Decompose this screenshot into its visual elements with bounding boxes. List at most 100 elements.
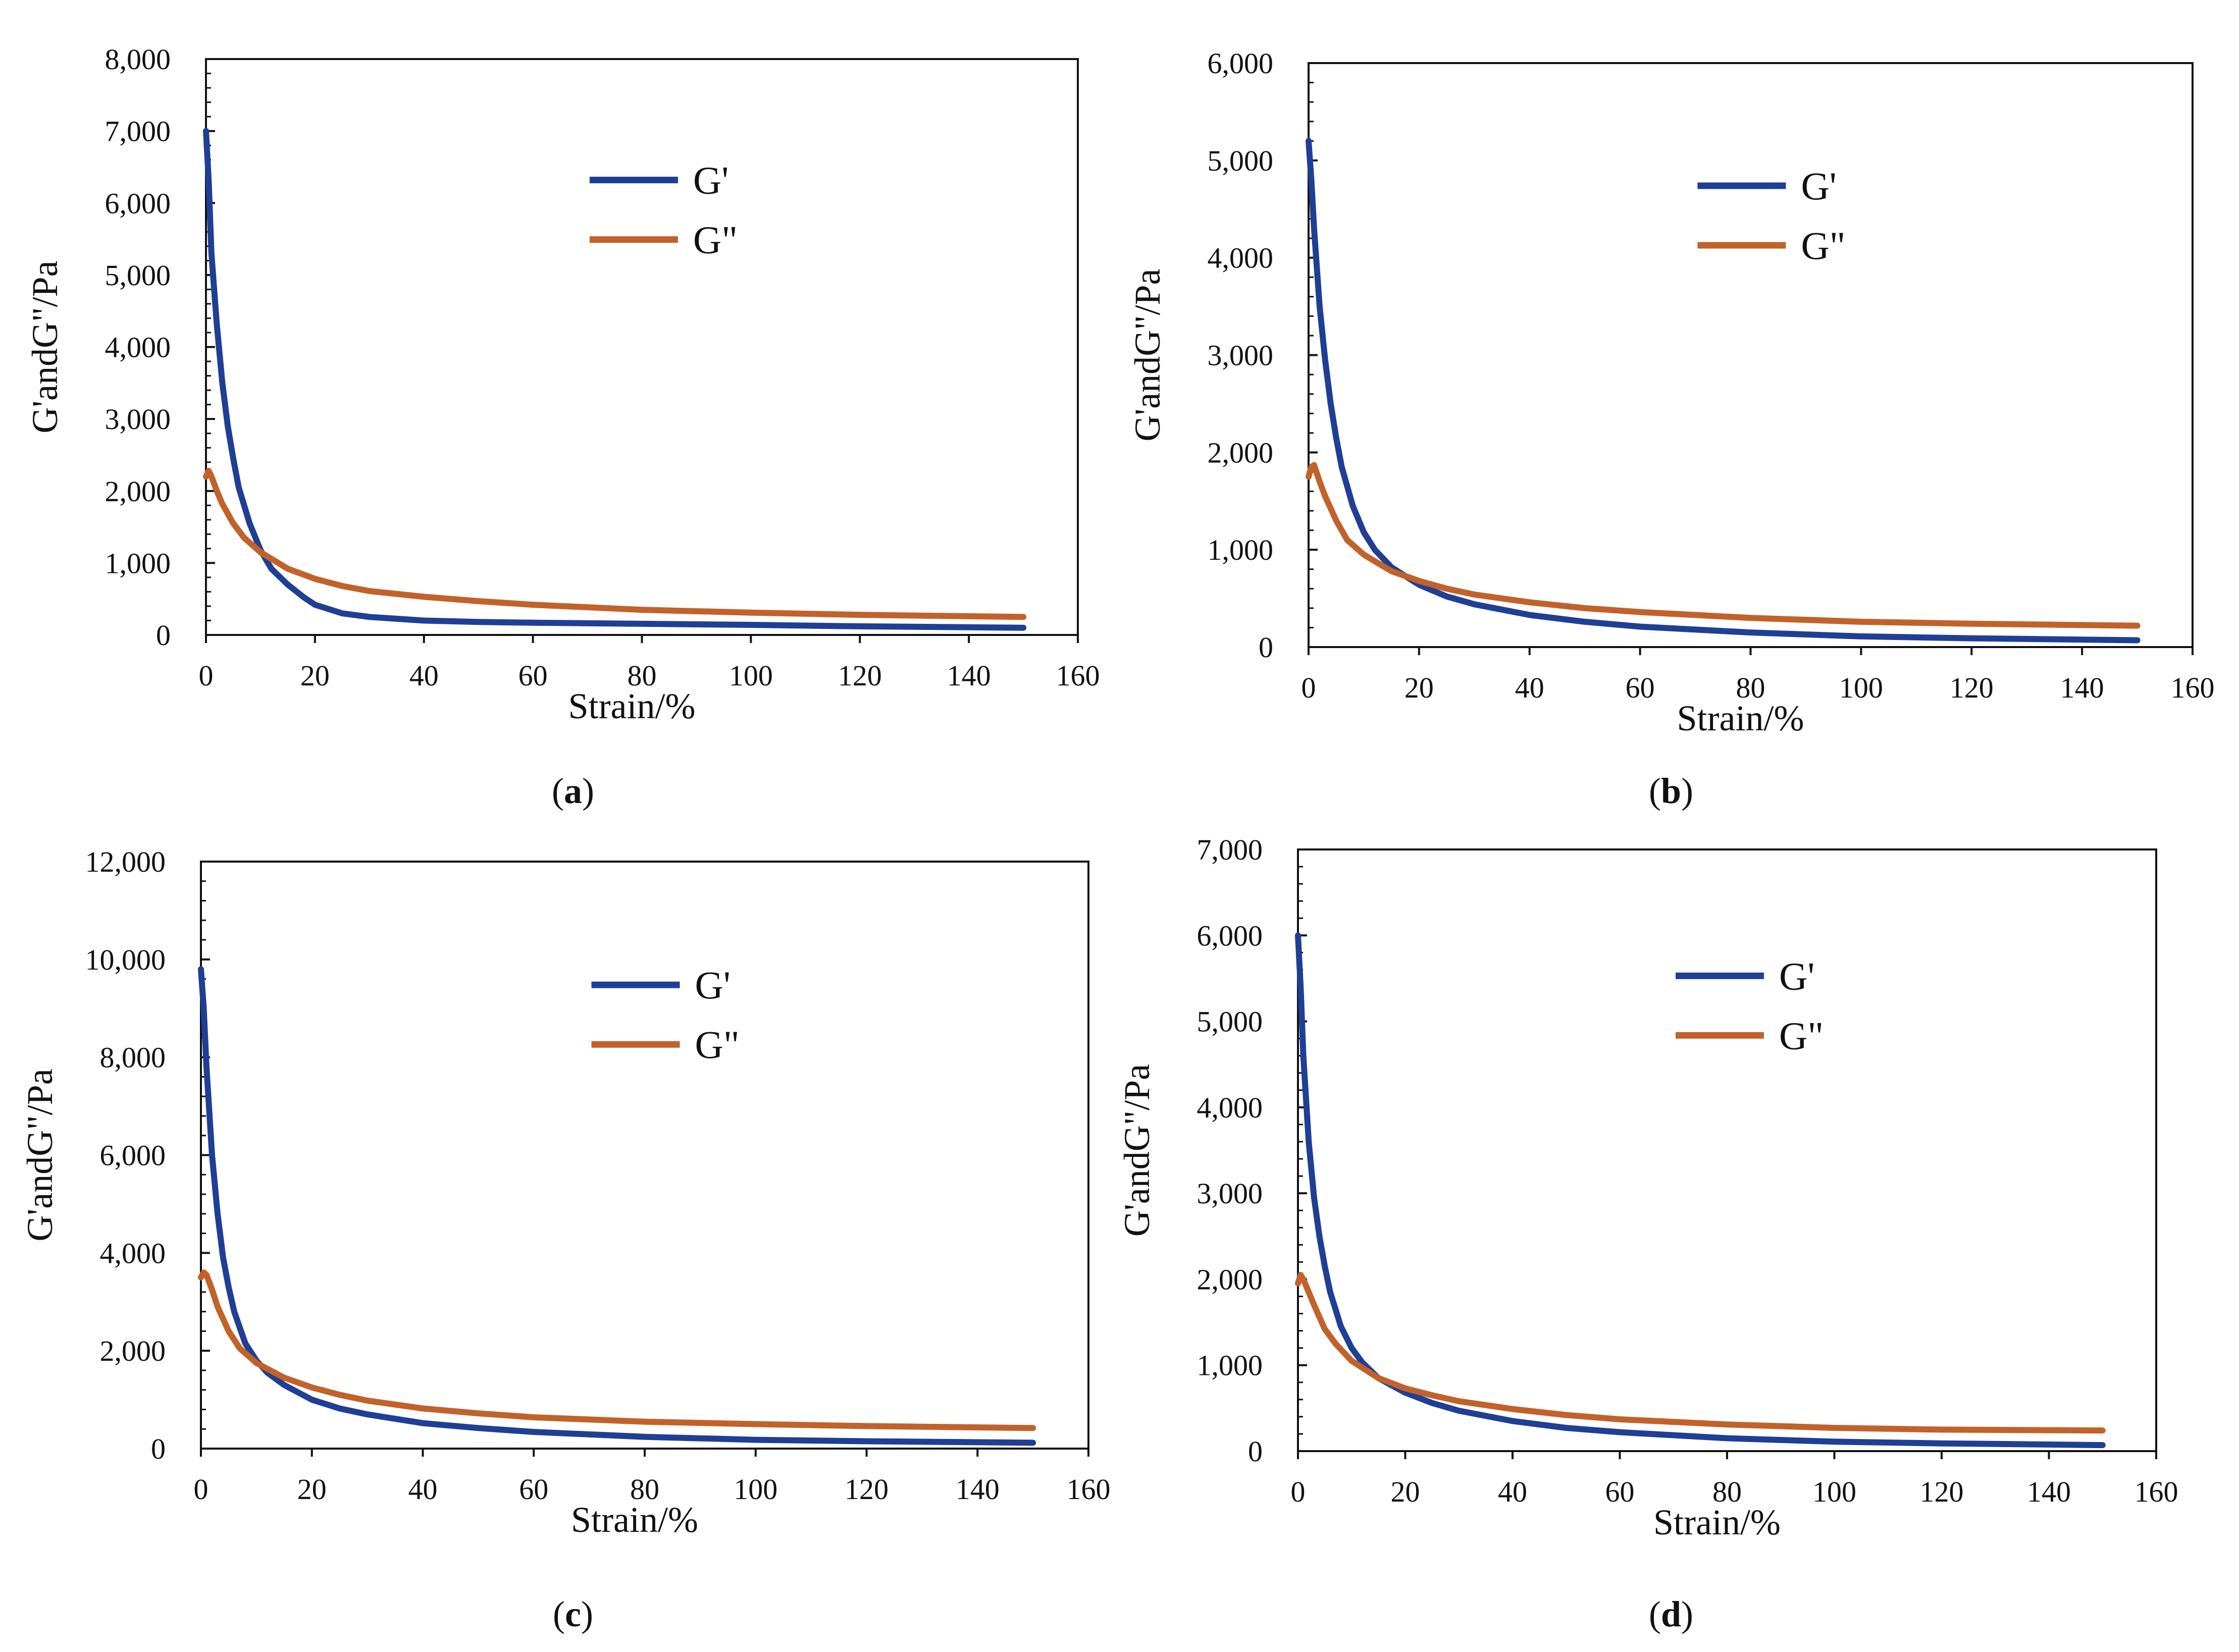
caption-letter: d bbox=[1661, 1594, 1681, 1634]
y-axis-title: G'andG"/Pa bbox=[1117, 1064, 1157, 1237]
x-tick-label: 0 bbox=[194, 1473, 209, 1506]
x-tick-label: 40 bbox=[408, 1473, 438, 1506]
x-tick-label: 160 bbox=[2134, 1475, 2178, 1508]
y-tick-label: 7,000 bbox=[105, 115, 171, 148]
chart-panel-c: 0 2,000 4,000 6,000 8,000 10,000 12,000 0 20 40 60… bbox=[20, 845, 1111, 1634]
x-axis-title: Strain/% bbox=[1653, 1502, 1781, 1542]
x-axis-title: Strain/% bbox=[1677, 698, 1804, 738]
y-tick-label: 7,000 bbox=[1197, 833, 1263, 866]
y-tick-label: 6,000 bbox=[100, 1139, 166, 1172]
y-tick-label: 12,000 bbox=[85, 845, 166, 878]
x-tick-label: 140 bbox=[2027, 1475, 2071, 1508]
y-tick-label: 6,000 bbox=[105, 187, 171, 220]
chart-panel-a: 0 1,000 2,000 3,000 4,000 5,000 6,000 7,000 8,00… bbox=[25, 43, 1100, 811]
panel-caption: (d) bbox=[1649, 1594, 1693, 1634]
x-tick-label: 100 bbox=[729, 659, 773, 692]
x-tick-label: 40 bbox=[1515, 671, 1544, 704]
panel-caption: (c) bbox=[553, 1594, 593, 1634]
y-tick-label: 5,000 bbox=[1197, 1005, 1263, 1038]
series-line-g-double-prime bbox=[1306, 462, 2141, 629]
y-tick-label: 4,000 bbox=[1197, 1091, 1263, 1124]
caption-paren-close: ) bbox=[1681, 771, 1693, 811]
caption-paren-open: ( bbox=[1649, 771, 1661, 811]
series-line-g-prime bbox=[203, 128, 1027, 631]
x-tick-label: 20 bbox=[300, 659, 330, 692]
legend-label-g-prime: G' bbox=[693, 158, 728, 202]
x-tick-label: 0 bbox=[1301, 671, 1316, 704]
y-tick-label: 8,000 bbox=[105, 43, 171, 76]
x-tick-label: 40 bbox=[409, 659, 439, 692]
y-axis-title: G'andG"/Pa bbox=[1127, 269, 1168, 441]
x-tick-label: 0 bbox=[199, 659, 214, 692]
x-tick-label: 60 bbox=[519, 1473, 548, 1506]
caption-paren-open: ( bbox=[552, 771, 564, 811]
y-tick-label: 3,000 bbox=[1208, 339, 1274, 372]
y-tick-label: 0 bbox=[1248, 1435, 1263, 1468]
chart-panel-b: 0 1,000 2,000 3,000 4,000 5,000 6,000 0 20 40 60 80… bbox=[1127, 47, 2215, 811]
panel-caption: (b) bbox=[1649, 771, 1693, 811]
x-axis-title: Strain/% bbox=[571, 1500, 698, 1540]
x-tick-label: 20 bbox=[297, 1473, 327, 1506]
legend-label-g-prime: G' bbox=[695, 963, 731, 1007]
caption-letter: c bbox=[565, 1594, 581, 1634]
x-tick-label: 100 bbox=[1839, 671, 1883, 704]
y-tick-label: 0 bbox=[1259, 631, 1273, 664]
x-tick-label: 40 bbox=[1498, 1475, 1527, 1508]
chart-panel-d: 0 1,000 2,000 3,000 4,000 5,000 6,000 7,000 0 20 4… bbox=[1117, 833, 2178, 1634]
x-tick-label: 160 bbox=[1056, 659, 1100, 692]
series-line-g-double-prime bbox=[1295, 1271, 2106, 1434]
x-tick-label: 120 bbox=[1950, 671, 1994, 704]
series-line-g-prime bbox=[1306, 138, 2141, 644]
y-tick-label: 10,000 bbox=[85, 943, 166, 976]
x-tick-label: 60 bbox=[1626, 671, 1655, 704]
y-tick-label: 2,000 bbox=[105, 475, 171, 508]
y-tick-label: 5,000 bbox=[105, 259, 171, 292]
x-tick-label: 80 bbox=[1712, 1475, 1742, 1508]
y-tick-label: 6,000 bbox=[1208, 47, 1274, 80]
y-tick-label: 8,000 bbox=[100, 1041, 166, 1074]
x-tick-label: 100 bbox=[734, 1473, 777, 1506]
legend-label-g-double-prime: G" bbox=[1801, 224, 1845, 268]
y-tick-label: 6,000 bbox=[1197, 919, 1263, 952]
x-tick-label: 160 bbox=[1067, 1473, 1111, 1506]
x-tick-label: 160 bbox=[2171, 671, 2215, 704]
legend-label-g-double-prime: G" bbox=[1779, 1014, 1824, 1057]
x-tick-label: 140 bbox=[2060, 671, 2104, 704]
legend-label-g-prime: G' bbox=[1801, 164, 1836, 208]
legend-label-g-prime: G' bbox=[1779, 954, 1814, 998]
x-tick-label: 140 bbox=[947, 659, 991, 692]
y-tick-label: 3,000 bbox=[1197, 1177, 1263, 1210]
x-tick-label: 120 bbox=[1920, 1475, 1964, 1508]
x-tick-label: 120 bbox=[845, 1473, 889, 1506]
caption-letter: a bbox=[564, 771, 582, 811]
y-tick-label: 3,000 bbox=[105, 403, 171, 436]
y-tick-label: 2,000 bbox=[1208, 436, 1274, 469]
caption-paren-close: ) bbox=[1681, 1594, 1693, 1634]
y-tick-label: 4,000 bbox=[105, 331, 171, 364]
panel-caption: (a) bbox=[552, 771, 594, 811]
x-tick-label: 20 bbox=[1404, 671, 1434, 704]
caption-paren-open: ( bbox=[1649, 1594, 1661, 1634]
x-tick-label: 0 bbox=[1291, 1475, 1306, 1508]
y-tick-label: 1,000 bbox=[1197, 1349, 1263, 1382]
y-tick-label: 0 bbox=[156, 619, 171, 652]
y-axis-title: G'andG"/Pa bbox=[20, 1069, 60, 1241]
caption-paren-close: ) bbox=[581, 1594, 593, 1634]
legend-label-g-double-prime: G" bbox=[695, 1023, 740, 1067]
y-tick-label: 1,000 bbox=[1208, 534, 1274, 566]
x-tick-label: 140 bbox=[956, 1473, 1000, 1506]
y-tick-label: 4,000 bbox=[100, 1237, 166, 1269]
y-tick-label: 1,000 bbox=[105, 547, 171, 579]
x-tick-label: 60 bbox=[1605, 1475, 1635, 1508]
x-tick-label: 80 bbox=[630, 1473, 659, 1506]
y-tick-label: 2,000 bbox=[1197, 1263, 1263, 1296]
y-tick-label: 0 bbox=[151, 1432, 166, 1465]
x-tick-label: 80 bbox=[628, 659, 657, 692]
caption-letter: b bbox=[1661, 771, 1681, 811]
caption-paren-open: ( bbox=[553, 1594, 565, 1634]
x-tick-label: 80 bbox=[1736, 671, 1765, 704]
x-tick-label: 60 bbox=[518, 659, 548, 692]
y-tick-label: 2,000 bbox=[100, 1335, 166, 1367]
